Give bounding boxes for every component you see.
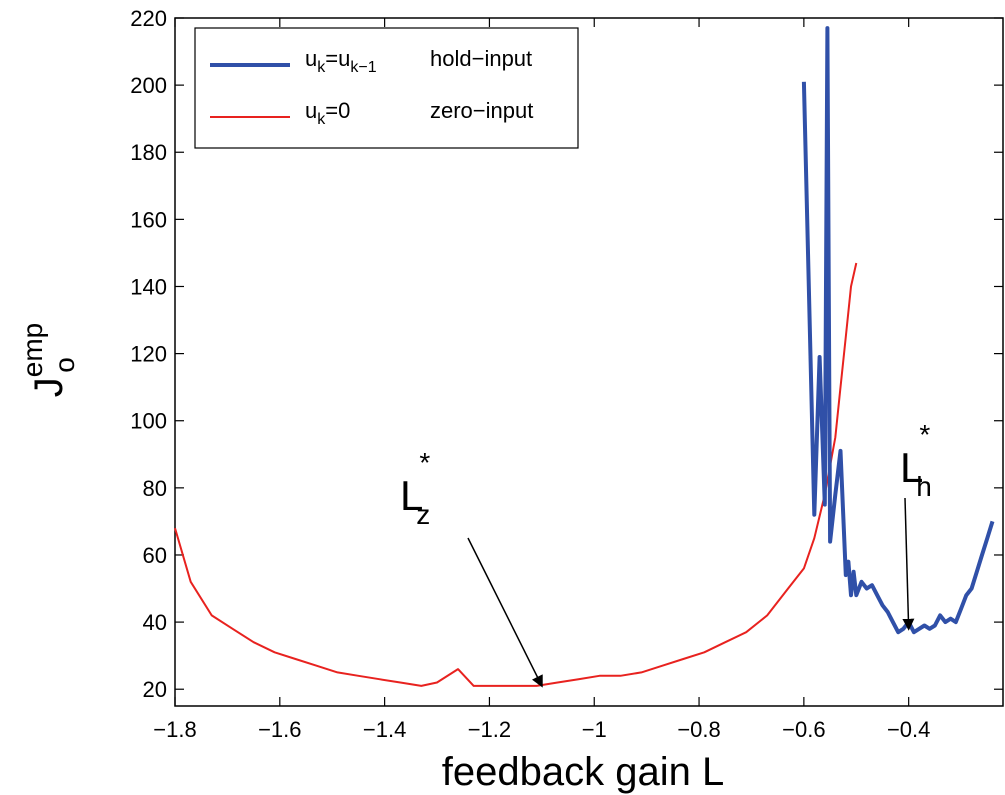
x-tick-label: −0.4 bbox=[887, 717, 930, 742]
x-tick-label: −0.8 bbox=[677, 717, 720, 742]
legend: uk=uk−1 hold−input uk=0 zero−input bbox=[194, 27, 579, 149]
x-tick-label: −1.2 bbox=[468, 717, 511, 742]
legend-entry-zero-input-formula: uk=0 bbox=[305, 98, 350, 128]
y-tick-label: 40 bbox=[143, 610, 167, 635]
svg-text:Jempo: Jempo bbox=[17, 323, 80, 397]
series-layer bbox=[174, 26, 995, 687]
series-line-hold-input bbox=[801, 26, 995, 635]
x-tick-label: −1.6 bbox=[258, 717, 301, 742]
plot-area bbox=[174, 17, 1004, 707]
annotation-l-z-label: L* z bbox=[400, 447, 430, 530]
y-tick-label: 160 bbox=[130, 207, 167, 232]
y-axis-label: Jempo bbox=[17, 323, 80, 397]
y-tick-label: 220 bbox=[130, 6, 167, 31]
annotation-l-h-star: L* h bbox=[900, 419, 932, 631]
legend-entry-hold-input-label: hold−input bbox=[430, 46, 532, 71]
x-tick-label: −0.6 bbox=[782, 717, 825, 742]
annotation-l-z-arrow bbox=[467, 537, 543, 688]
legend-entry-zero-input-label: zero−input bbox=[430, 98, 533, 123]
legend-entry-hold-input-formula: uk=uk−1 bbox=[305, 46, 377, 76]
y-tick-label: 60 bbox=[143, 543, 167, 568]
y-tick-label: 180 bbox=[130, 140, 167, 165]
y-tick-label: 100 bbox=[130, 409, 167, 434]
annotation-l-h-arrow bbox=[902, 497, 915, 631]
y-axis-label-sub: o bbox=[49, 357, 80, 373]
x-tick-label: −1.4 bbox=[363, 717, 406, 742]
x-tick-label: −1 bbox=[582, 717, 607, 742]
annotation-l-h-label: L* h bbox=[900, 419, 932, 502]
legend-box bbox=[194, 27, 579, 149]
axis-ticks: −1.8 −1.6 −1.4 −1.2 −1 −0.8 −0.6 −0.4 20 40 60 80 10… bbox=[130, 6, 1003, 742]
y-axis-label-main: J bbox=[27, 377, 71, 397]
y-tick-label: 200 bbox=[130, 73, 167, 98]
x-axis-label: feedback gain L bbox=[442, 750, 724, 794]
y-tick-label: 20 bbox=[143, 677, 167, 702]
series-line-zero-input bbox=[174, 262, 858, 687]
x-tick-label: −1.8 bbox=[153, 717, 196, 742]
y-tick-label: 120 bbox=[130, 342, 167, 367]
y-tick-label: 140 bbox=[130, 274, 167, 299]
annotation-l-z-star: L* z bbox=[400, 447, 543, 688]
y-axis-label-sup: emp bbox=[17, 323, 48, 377]
y-tick-label: 80 bbox=[143, 476, 167, 501]
